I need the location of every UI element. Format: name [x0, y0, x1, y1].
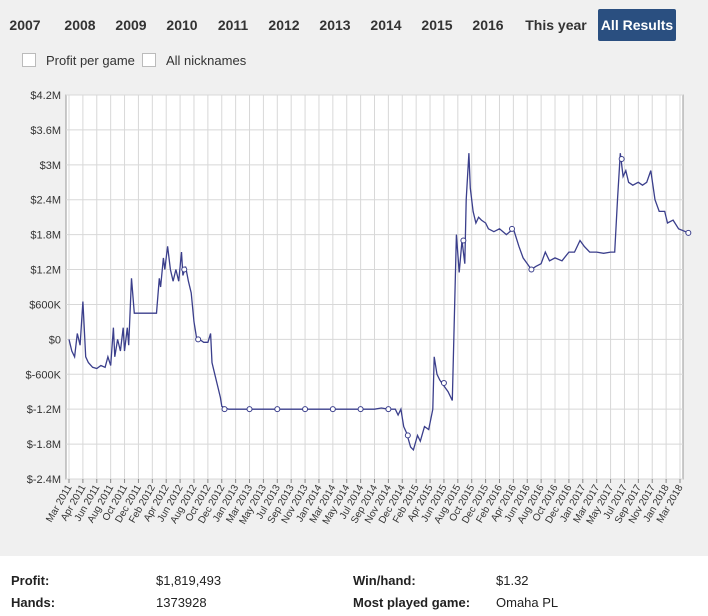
y-tick-label: $4.2M [30, 90, 61, 102]
tab-2010[interactable]: 2010 [166, 17, 198, 33]
profit-label: Profit: [11, 573, 50, 588]
tab-2007[interactable]: 2007 [9, 17, 41, 33]
checkbox-icon [22, 53, 36, 67]
y-tick-label: $1.8M [30, 230, 61, 242]
series-marker [404, 432, 411, 439]
tab-all-results[interactable]: All Results [598, 9, 676, 41]
tab-2013[interactable]: 2013 [319, 17, 351, 33]
y-tick-label: $2.4M [30, 195, 61, 207]
series-marker [508, 225, 515, 232]
all-nicknames-checkbox[interactable]: All nicknames [142, 50, 246, 70]
tab-2015[interactable]: 2015 [421, 17, 453, 33]
series-marker [618, 156, 625, 162]
tab-2008[interactable]: 2008 [64, 17, 96, 33]
tab-this-year[interactable]: This year [525, 17, 587, 33]
stats-panel: Profit: $1,819,493 Win/hand: $1.32 Hands… [0, 556, 708, 616]
y-tick-label: $1.2M [30, 265, 61, 277]
y-tick-label: $3M [40, 160, 61, 172]
y-tick-label: $3.6M [30, 125, 61, 137]
hands-label: Hands: [11, 595, 56, 610]
profit-per-game-checkbox[interactable]: Profit per game [22, 50, 135, 70]
tab-2014[interactable]: 2014 [370, 17, 402, 33]
hands-value: 1373928 [156, 595, 207, 610]
y-tick-label: $-600K [26, 369, 62, 381]
most-played-value: Omaha PL [496, 595, 559, 610]
win-per-hand-label: Win/hand: [353, 573, 416, 588]
profit-line-chart: $4.2M $3.6M $3M $2.4M $1.8M $1.2M $600K $0 $-600… [26, 90, 692, 527]
year-tabs: 2007 2008 2009 2010 2011 2012 2013 2014 2015 2016… [0, 0, 708, 50]
series-marker [329, 406, 336, 413]
series-marker [460, 237, 467, 244]
tab-2016[interactable]: 2016 [472, 17, 504, 33]
profit-value: $1,819,493 [156, 573, 222, 588]
tab-2011[interactable]: 2011 [217, 17, 249, 33]
y-tick-label: $0 [49, 334, 61, 346]
series-marker [385, 406, 392, 413]
series-marker [357, 406, 364, 413]
series-marker [274, 406, 281, 413]
all-nicknames-label: All nicknames [166, 52, 247, 68]
y-tick-label: $-1.2M [27, 404, 61, 416]
options-bar: Profit per game All nicknames [0, 50, 708, 74]
series-marker [195, 336, 202, 343]
win-per-hand-value: $1.32 [496, 573, 529, 588]
series-line [68, 153, 689, 452]
y-tick-label: $-2.4M [27, 474, 61, 486]
y-tick-label: $-1.8M [27, 439, 61, 451]
checkbox-icon [142, 53, 156, 67]
series-marker [685, 229, 692, 236]
series-marker [302, 406, 309, 413]
y-tick-label: $600K [29, 299, 61, 311]
tab-2009[interactable]: 2009 [115, 17, 147, 33]
profit-per-game-label: Profit per game [46, 52, 135, 68]
series-marker [528, 266, 535, 273]
tab-2012[interactable]: 2012 [268, 17, 300, 33]
most-played-label: Most played game: [353, 595, 471, 610]
series-marker [246, 406, 253, 413]
series-marker [181, 266, 188, 273]
series-marker [221, 406, 228, 413]
series-marker [440, 380, 447, 386]
